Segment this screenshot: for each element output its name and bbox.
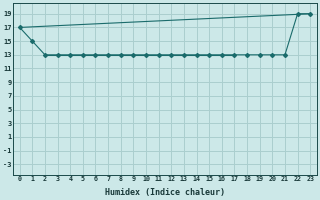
X-axis label: Humidex (Indice chaleur): Humidex (Indice chaleur) (105, 188, 225, 197)
